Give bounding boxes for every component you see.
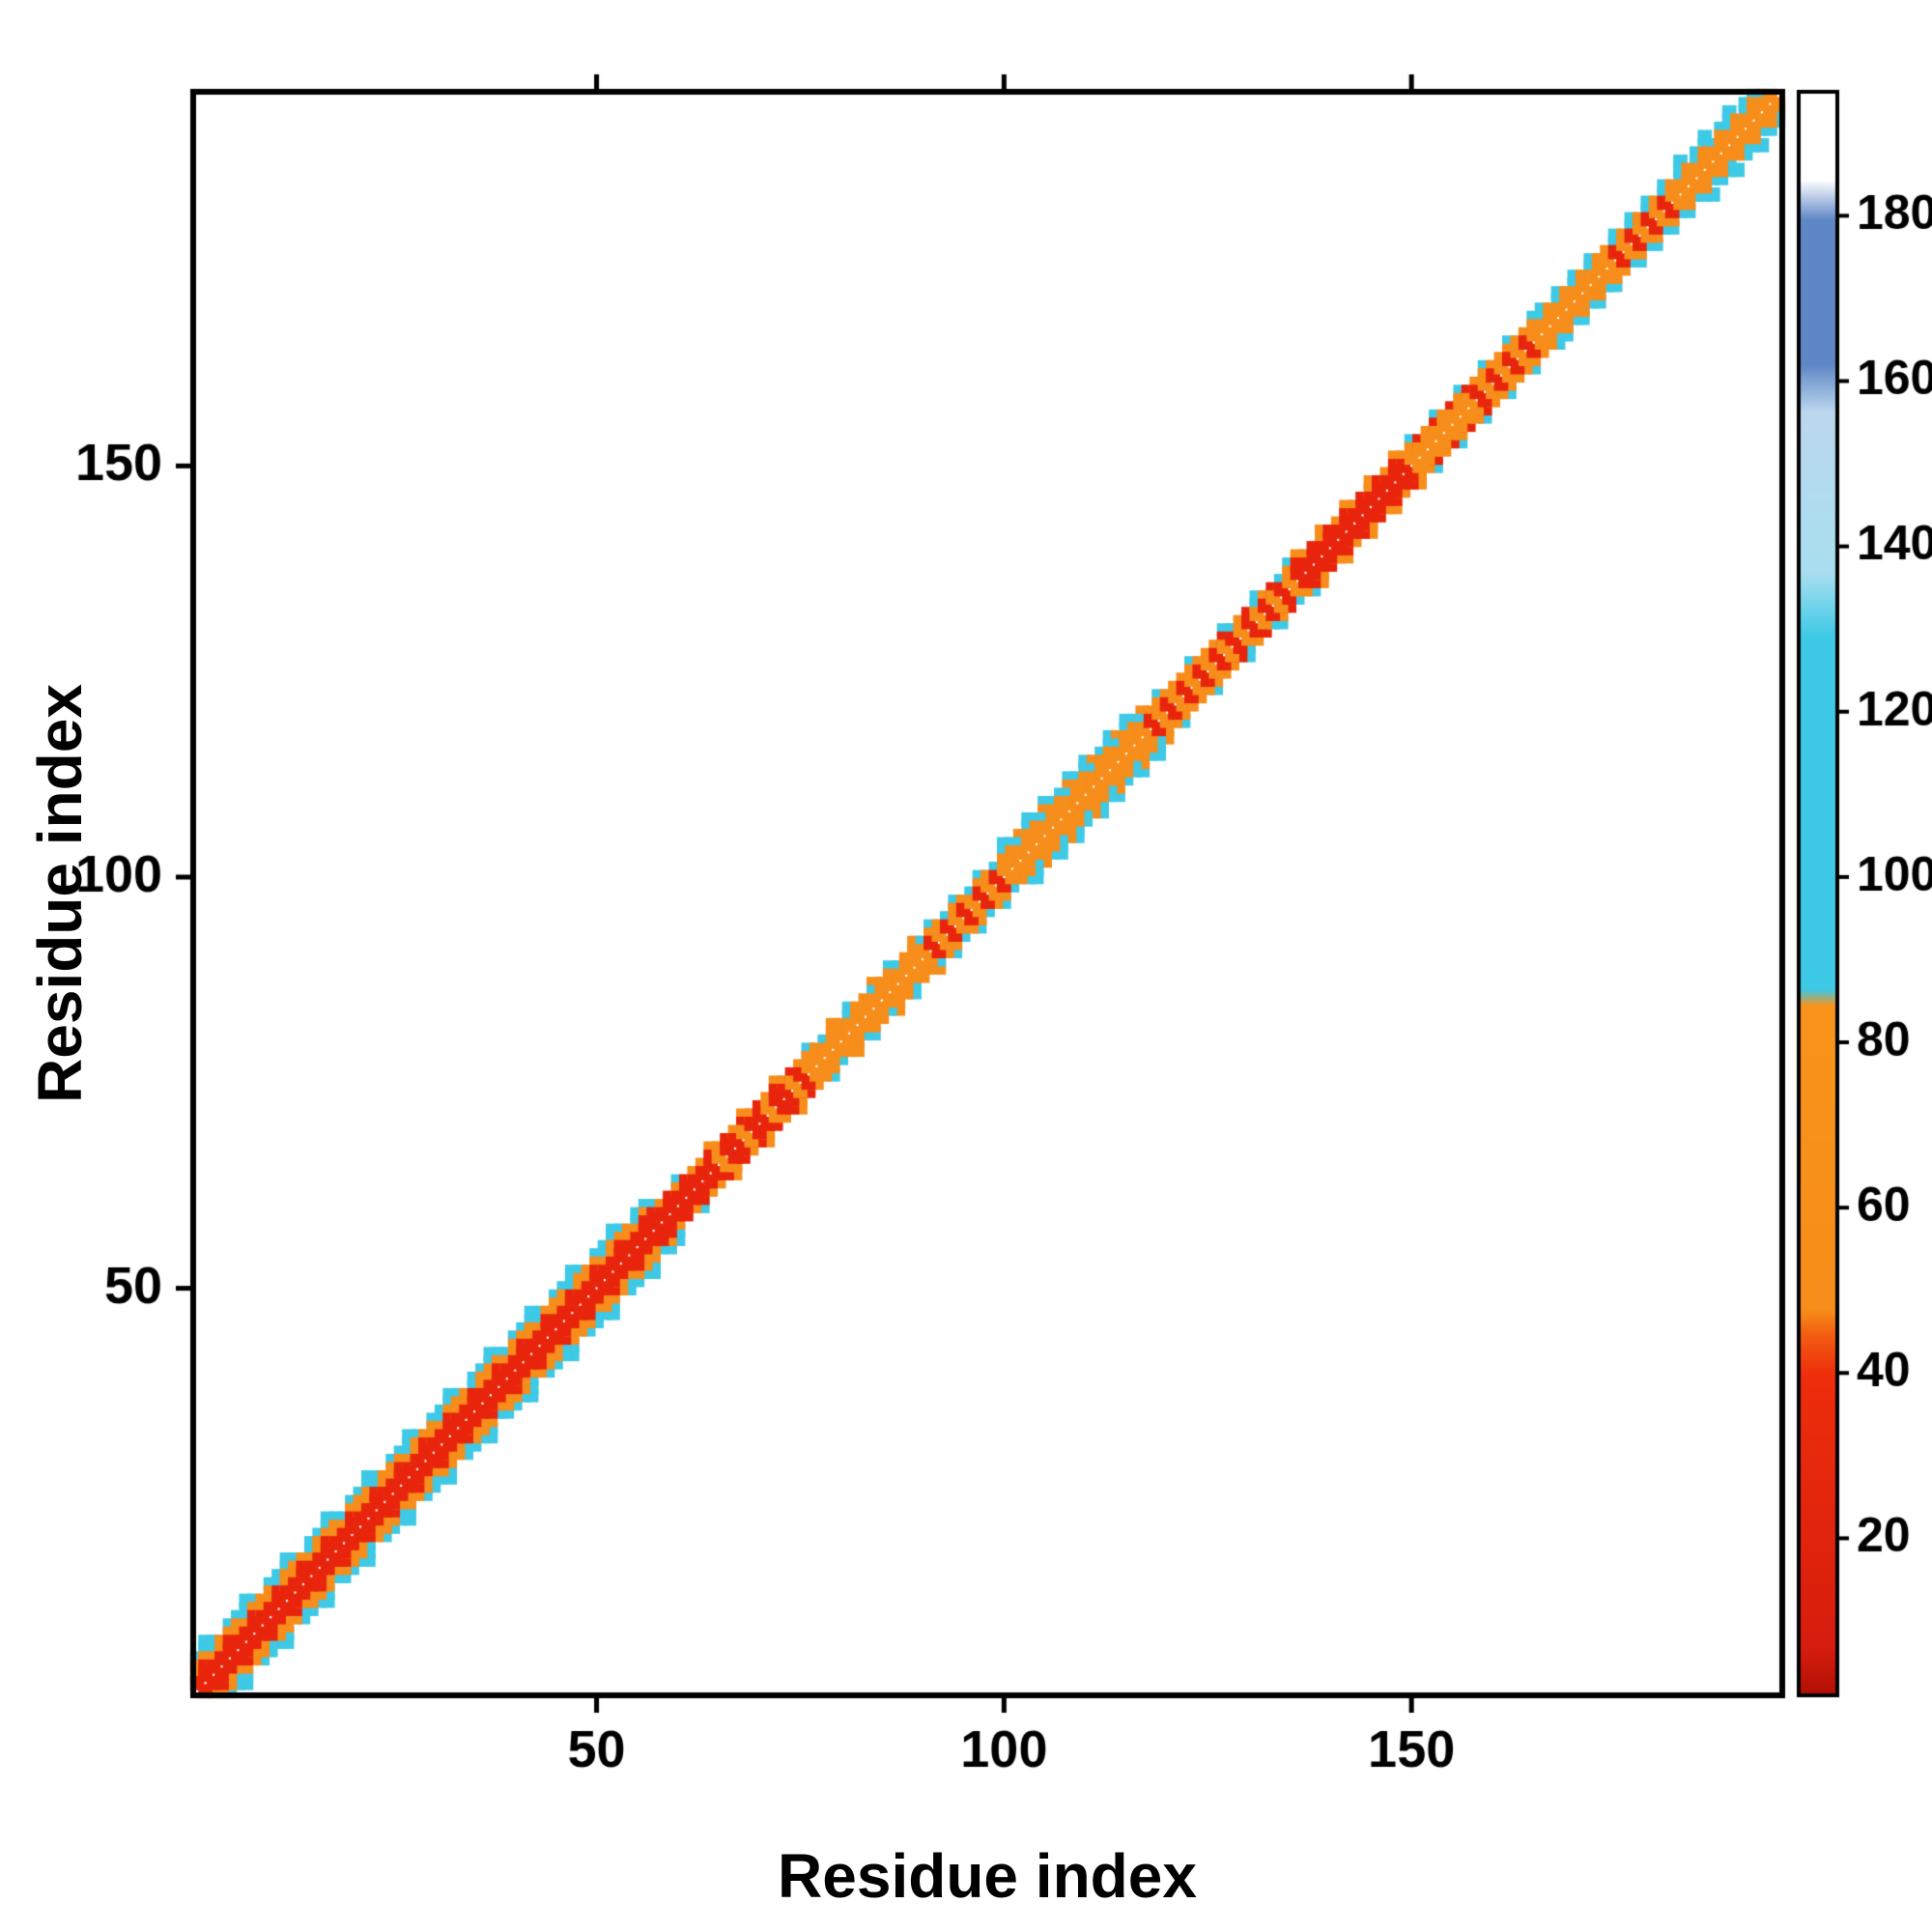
y-axis-label: Residue index [25, 684, 95, 1103]
x-axis-label: Residue index [778, 1841, 1197, 1911]
